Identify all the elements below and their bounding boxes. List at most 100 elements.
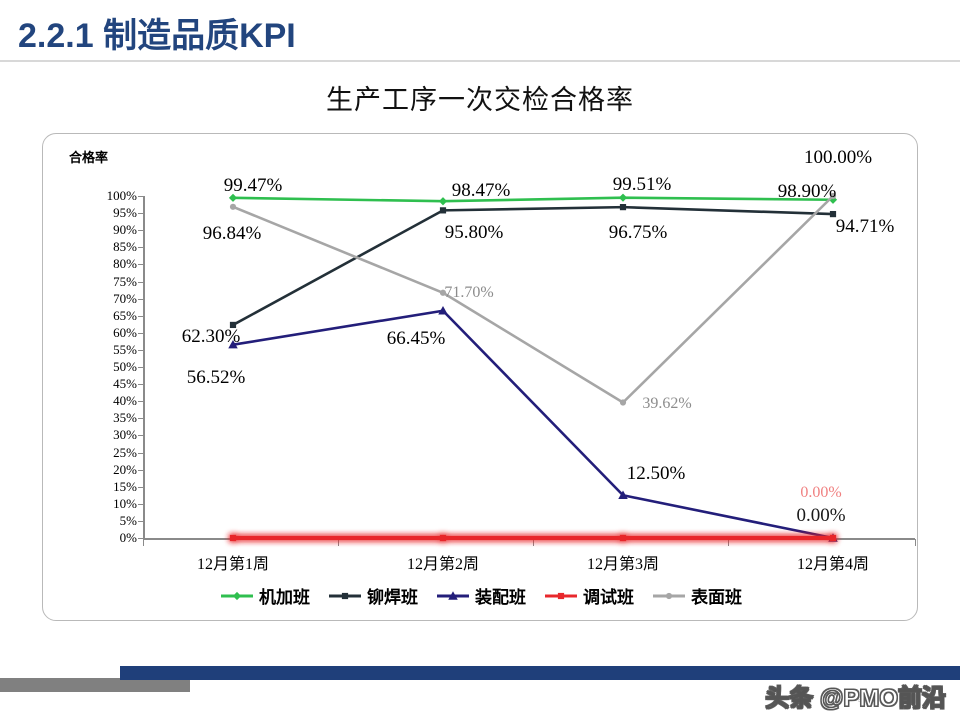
y-axis-tick bbox=[138, 332, 144, 334]
y-axis-tick-label: 25% bbox=[113, 444, 137, 460]
y-axis-tick-label: 85% bbox=[113, 239, 137, 255]
data-point-label: 98.90% bbox=[777, 181, 837, 202]
data-point-label: 56.52% bbox=[186, 367, 246, 388]
x-axis-line bbox=[143, 538, 915, 540]
diamond-marker-icon bbox=[221, 591, 253, 600]
series-装配班 bbox=[228, 305, 838, 542]
data-point-label: 0.00% bbox=[796, 505, 846, 526]
chart-legend[interactable]: 机加班 铆焊班 装配班 调试班 表面班 bbox=[43, 583, 919, 608]
x-axis-tick-label: 12月第2周 bbox=[406, 556, 480, 573]
data-point-label: 62.30% bbox=[181, 326, 241, 347]
data-point-label: 96.75% bbox=[608, 222, 668, 243]
x-axis-tick bbox=[915, 539, 916, 546]
legend-item-调试班[interactable]: 调试班 bbox=[544, 583, 634, 608]
page-number: Page 6 bbox=[845, 692, 877, 703]
y-axis-tick bbox=[138, 298, 144, 300]
y-axis-tick bbox=[138, 247, 144, 249]
data-point-label: 39.62% bbox=[642, 395, 692, 412]
y-axis-tick-label: 35% bbox=[113, 410, 137, 426]
y-axis-tick bbox=[138, 349, 144, 351]
legend-label: 调试班 bbox=[583, 588, 634, 607]
header-divider bbox=[0, 60, 960, 62]
y-axis-tick-label: 75% bbox=[113, 273, 137, 289]
y-axis-tick bbox=[138, 435, 144, 437]
y-axis-tick bbox=[138, 281, 144, 283]
y-axis-tick-label: 15% bbox=[113, 478, 137, 494]
series-铆焊班 bbox=[229, 204, 837, 329]
y-axis-tick bbox=[138, 452, 144, 454]
y-axis-tick-label: 10% bbox=[113, 495, 137, 511]
data-point-label: 94.71% bbox=[835, 216, 895, 237]
y-axis-tick-label: 70% bbox=[113, 290, 137, 306]
y-axis-tick bbox=[138, 538, 144, 539]
slide-header: 2.2.1 制造品质KPI bbox=[0, 0, 960, 62]
y-axis-tick-label: 55% bbox=[113, 341, 137, 357]
x-axis-tick bbox=[533, 539, 534, 546]
legend-item-机加班[interactable]: 机加班 bbox=[220, 583, 310, 608]
y-axis-tick-label: 30% bbox=[113, 427, 137, 443]
legend-label: 机加班 bbox=[259, 588, 310, 607]
legend-label: 装配班 bbox=[475, 588, 526, 607]
data-point-label: 95.80% bbox=[444, 222, 504, 243]
y-axis-title: 合格率 bbox=[69, 150, 109, 165]
y-axis-tick bbox=[138, 486, 144, 488]
y-axis-tick bbox=[138, 367, 144, 368]
x-axis-tick bbox=[143, 539, 144, 546]
legend-item-铆焊班[interactable]: 铆焊班 bbox=[328, 583, 418, 608]
chart-container: 合格率 100% 95% 90% 85% 80% 75% 70% 65% 60% 55% 50% 45… bbox=[42, 133, 918, 621]
legend-item-装配班[interactable]: 装配班 bbox=[436, 583, 526, 608]
footer-blue-bar bbox=[120, 666, 960, 680]
circle-marker-icon bbox=[653, 592, 685, 599]
y-axis-tick bbox=[138, 520, 144, 522]
y-axis-tick-label: 50% bbox=[113, 359, 137, 374]
data-point-label: 98.47% bbox=[451, 180, 511, 201]
page-title: 2.2.1 制造品质KPI bbox=[18, 17, 296, 55]
y-axis-tick bbox=[138, 196, 144, 197]
x-axis-tick bbox=[338, 539, 339, 546]
legend-label: 表面班 bbox=[691, 588, 742, 607]
y-axis-tick bbox=[138, 315, 144, 317]
y-axis-tick-label: 20% bbox=[113, 461, 137, 477]
square-marker-icon bbox=[329, 592, 361, 599]
square-marker-icon bbox=[545, 592, 577, 599]
x-axis-tick bbox=[728, 539, 729, 546]
x-axis-tick-label: 12月第3周 bbox=[586, 556, 660, 573]
footer-gray-bar bbox=[0, 678, 190, 692]
y-axis-tick-label: 65% bbox=[113, 307, 137, 323]
data-point-label: 99.47% bbox=[223, 175, 283, 196]
series-lines bbox=[228, 192, 838, 542]
y-axis-tick bbox=[138, 213, 144, 215]
y-axis-tick bbox=[138, 384, 144, 386]
y-axis-tick bbox=[138, 418, 144, 420]
y-axis-tick-label: 60% bbox=[113, 324, 137, 340]
y-axis-tick bbox=[138, 264, 144, 266]
watermark: 头条 @PMO前沿 bbox=[765, 685, 947, 713]
y-axis-tick-label: 95% bbox=[113, 205, 137, 221]
y-axis-tick-label: 5% bbox=[119, 512, 137, 528]
chart-title: 生产工序一次交检合格率 bbox=[326, 85, 634, 115]
legend-label: 铆焊班 bbox=[367, 588, 418, 607]
x-axis-tick-label: 12月第4周 bbox=[796, 556, 870, 573]
data-point-label: 0.00% bbox=[800, 484, 842, 501]
data-point-label: 71.70% bbox=[444, 284, 494, 301]
data-point-label: 12.50% bbox=[626, 463, 686, 484]
y-axis-tick bbox=[138, 401, 144, 403]
data-point-label: 66.45% bbox=[386, 328, 446, 349]
y-axis-tick bbox=[138, 503, 144, 505]
y-axis-tick-label: 0% bbox=[119, 530, 137, 545]
series-机加班 bbox=[228, 193, 838, 206]
y-axis-tick-label: 45% bbox=[113, 376, 137, 392]
series-表面班 bbox=[229, 192, 837, 406]
y-axis-tick-label: 80% bbox=[113, 256, 137, 272]
y-axis-tick-label: 100% bbox=[106, 188, 137, 203]
y-axis-tick bbox=[138, 469, 144, 471]
data-point-label: 100.00% bbox=[803, 147, 873, 168]
legend-item-表面班[interactable]: 表面班 bbox=[652, 583, 742, 608]
data-point-label: 96.84% bbox=[202, 223, 262, 244]
y-axis-tick bbox=[138, 230, 144, 232]
y-axis-tick-label: 40% bbox=[113, 393, 137, 409]
y-axis-tick-label: 90% bbox=[113, 222, 137, 238]
data-point-label: 99.51% bbox=[612, 174, 672, 195]
plot-area: 100% 95% 90% 85% 80% 75% 70% 65% 60% 55% 50% 45% 40%… bbox=[43, 134, 919, 622]
x-axis-tick-label: 12月第1周 bbox=[196, 556, 270, 573]
